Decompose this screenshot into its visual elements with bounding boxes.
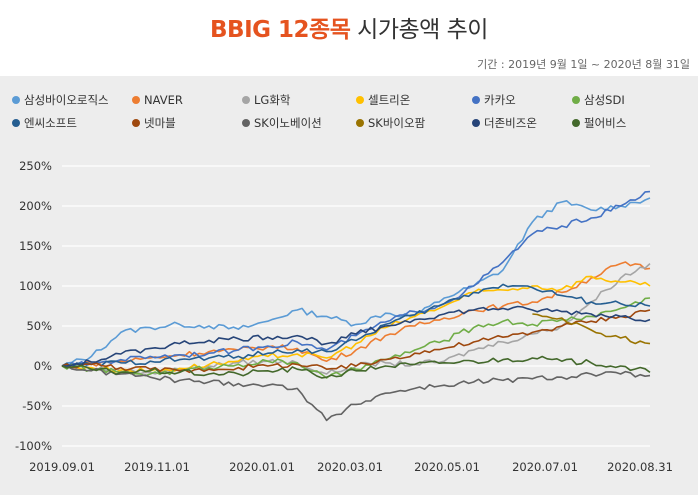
legend-label: 카카오	[484, 93, 516, 107]
legend-marker	[132, 96, 140, 104]
series-line	[61, 365, 651, 422]
series-line	[61, 305, 651, 367]
series-line	[61, 297, 651, 379]
y-tick-label: 100%	[19, 279, 52, 293]
legend-label: SK바이오팜	[368, 116, 426, 130]
legend-label: 삼성SDI	[584, 93, 625, 107]
x-tick-label: 2019.09.01	[29, 460, 95, 474]
series-line	[61, 190, 651, 369]
legend-item: 삼성SDI	[572, 92, 692, 108]
title-accent: BBIG 12종목	[210, 17, 351, 43]
legend-label: SK이노베이션	[254, 116, 322, 130]
x-tick-label: 2020.01.01	[229, 460, 295, 474]
series-line	[532, 313, 651, 345]
y-tick-label: -100%	[15, 439, 52, 453]
legend-label: 펄어비스	[584, 116, 627, 130]
x-tick-label: 2020.07.01	[512, 460, 578, 474]
legend-item: 셀트리온	[356, 92, 472, 108]
legend-item: NAVER	[132, 92, 242, 108]
legend-item: 삼성바이오로직스	[12, 92, 132, 108]
legend-label: 셀트리온	[368, 93, 411, 107]
x-tick-label: 2019.11.01	[124, 460, 190, 474]
y-tick-label: 0%	[34, 359, 52, 373]
chart-legend: 삼성바이오로직스 NAVER LG화학 셀트리온 카카오 삼성SDI 엔씨소프트 넷마블 SK이…	[12, 92, 692, 131]
legend-label: 더존비즈온	[484, 116, 537, 130]
legend-label: 넷마블	[144, 116, 176, 130]
legend-marker	[356, 96, 364, 104]
legend-item: 엔씨소프트	[12, 115, 132, 131]
legend-item: 펄어비스	[572, 115, 692, 131]
legend-marker	[572, 96, 580, 104]
y-tick-label: 250%	[19, 159, 52, 173]
y-tick-label: 150%	[19, 239, 52, 253]
legend-item: 더존비즈온	[472, 115, 572, 131]
legend-item: SK바이오팜	[356, 115, 472, 131]
legend-item: SK이노베이션	[242, 115, 356, 131]
x-tick-label: 2020.05.01	[414, 460, 480, 474]
x-tick-label: 2020.03.01	[317, 460, 383, 474]
legend-marker	[472, 119, 480, 127]
series-line	[61, 197, 651, 367]
legend-marker	[12, 119, 20, 127]
x-tick-label: 2020.08.31	[607, 460, 673, 474]
legend-marker	[132, 119, 140, 127]
legend-label: NAVER	[144, 93, 183, 107]
legend-item: 넷마블	[132, 115, 242, 131]
series-line	[61, 283, 651, 369]
legend-item: 카카오	[472, 92, 572, 108]
chart-title: BBIG 12종목 시가총액 추이	[0, 10, 698, 44]
series-line	[61, 261, 651, 369]
legend-marker	[472, 96, 480, 104]
legend-label: 엔씨소프트	[24, 116, 77, 130]
y-tick-label: -50%	[22, 399, 52, 413]
legend-item: LG화학	[242, 92, 356, 108]
legend-marker	[572, 119, 580, 127]
legend-marker	[12, 96, 20, 104]
legend-marker	[356, 119, 364, 127]
legend-marker	[242, 119, 250, 127]
series-line	[61, 309, 651, 374]
series-line	[61, 355, 651, 379]
y-tick-label: 50%	[26, 319, 52, 333]
title-rest: 시가총액 추이	[350, 17, 488, 43]
legend-label: 삼성바이오로직스	[24, 93, 109, 107]
period-label: 기간 : 2019년 9월 1일 ~ 2020년 8월 31일	[477, 58, 690, 71]
legend-label: LG화학	[254, 93, 291, 107]
y-tick-label: 200%	[19, 199, 52, 213]
legend-marker	[242, 96, 250, 104]
